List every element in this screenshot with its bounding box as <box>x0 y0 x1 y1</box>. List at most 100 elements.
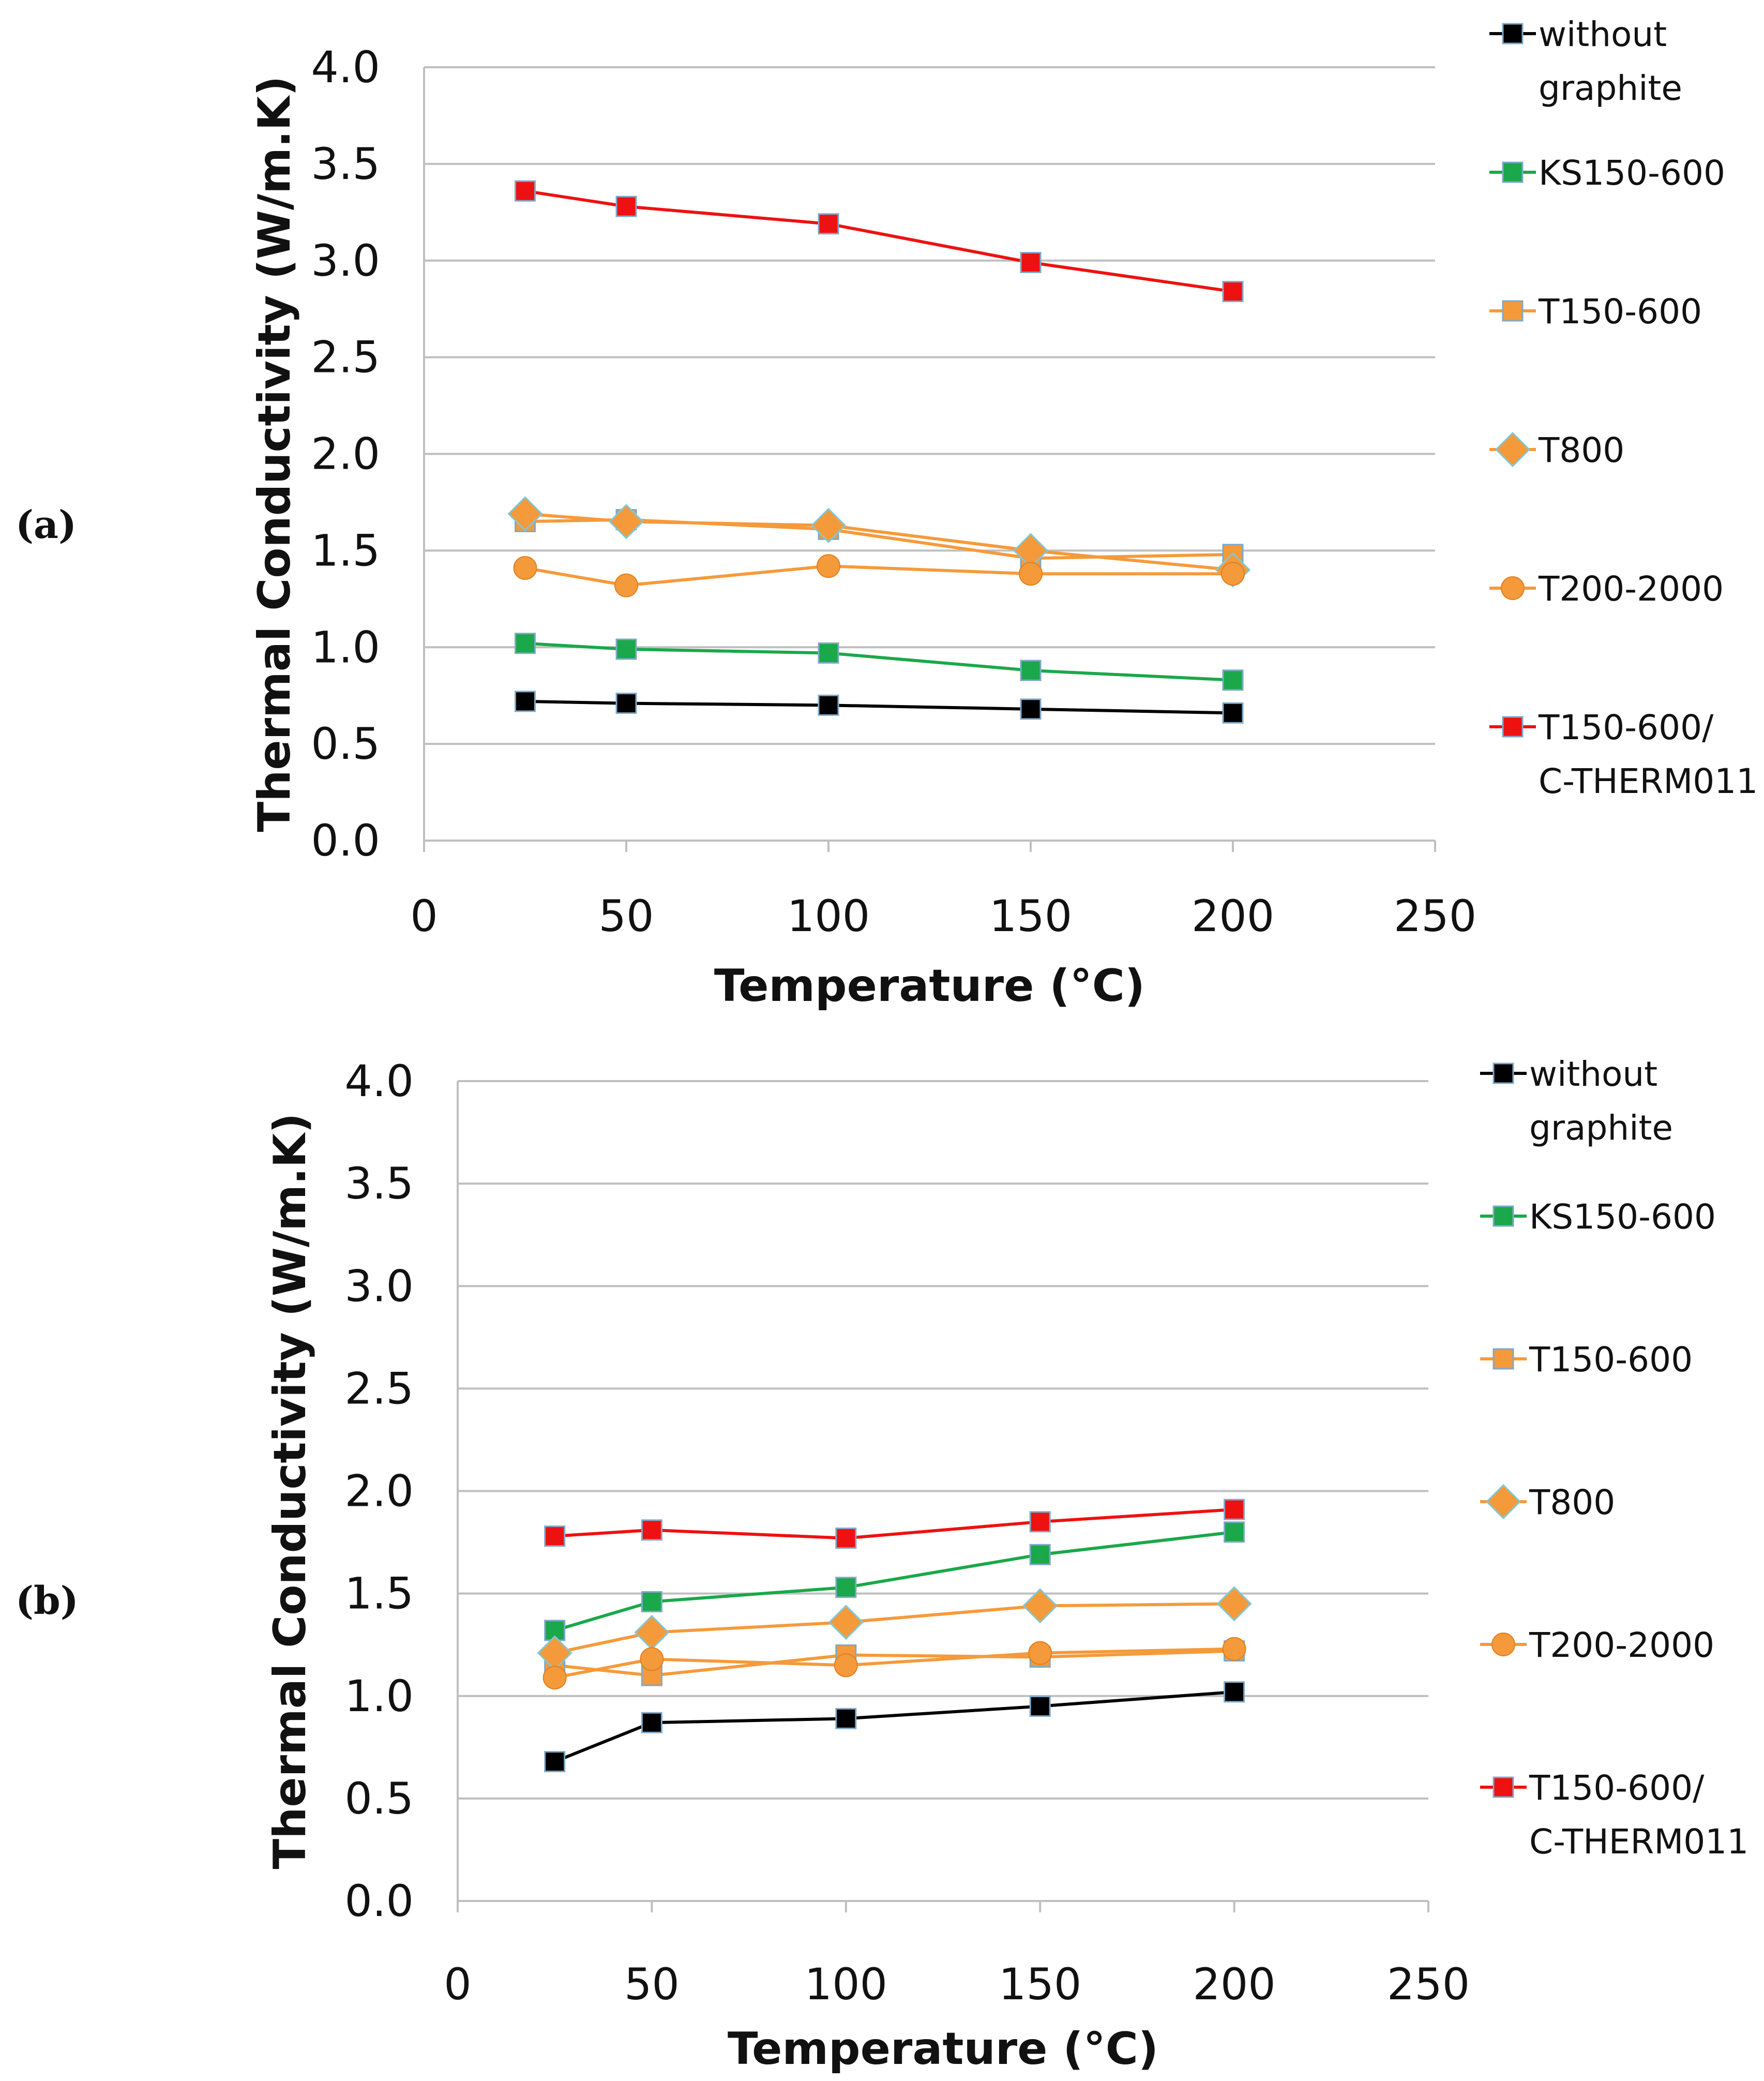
series-without-graphite-point-3 <box>1020 698 1042 720</box>
series-without-graphite-point-3 <box>1029 1696 1051 1717</box>
y-tick-label: 1.0 <box>344 1671 414 1721</box>
legend-item-t150-600-c-therm011-label: C-THERM011 <box>1539 761 1758 801</box>
legend-item-t150-600-label: T150-600 <box>1529 1340 1693 1380</box>
y-tick-label: 2.0 <box>311 429 380 480</box>
series-ks150-600-point-2 <box>818 642 839 664</box>
legend-item-t150-600-label: T150-600 <box>1538 292 1702 332</box>
series-t800-point-4 <box>1216 1586 1252 1622</box>
series-t800 <box>537 1586 1252 1671</box>
series-t150-600-c-therm011-point-0 <box>544 1525 566 1547</box>
legend-item-t150-600-swatch-point-0 <box>1492 1348 1514 1370</box>
y-tick-label: 0.5 <box>311 718 380 769</box>
series-t800-point-2 <box>810 507 847 543</box>
series-t200-2000 <box>542 1637 1246 1690</box>
series-without-graphite-point-4 <box>1224 1681 1245 1703</box>
y-tick-label: 1.5 <box>344 1568 414 1619</box>
series-ks150-600-point-1 <box>641 1591 662 1612</box>
x-tick-label: 0 <box>444 1959 471 2010</box>
legend-item-t150-600-c-therm011-swatch-point-0 <box>1492 1776 1514 1798</box>
series-without-graphite-point-0 <box>544 1751 566 1773</box>
legend-item-t200-2000-label: T200-2000 <box>1529 1625 1714 1665</box>
legend-item-ks150-600-label: KS150-600 <box>1539 153 1725 193</box>
series-t200-2000-point-4 <box>1221 562 1245 586</box>
x-axis-title: Temperature (°C) <box>728 2023 1158 2075</box>
legend-item-without-graphite-swatch-point-0 <box>1492 1062 1514 1084</box>
series-t200-2000 <box>513 554 1245 597</box>
x-tick-label: 150 <box>999 1959 1081 2010</box>
series-t150-600-c-therm011 <box>544 1499 1245 1549</box>
y-axis-title: Thermal Conductivity (W/m.K) <box>249 76 300 832</box>
x-axis-title: Temperature (°C) <box>714 960 1145 1012</box>
legend-item-t150-600: T150-600 <box>1480 1340 1693 1380</box>
series-t200-2000-point-2 <box>834 1653 858 1678</box>
series-ks150-600 <box>544 1521 1245 1641</box>
series-t150-600-c-therm011-point-4 <box>1224 1499 1245 1520</box>
panel-label: (b) <box>16 1579 79 1623</box>
panel-a: 0.0 0.5 1.0 1.5 2.0 2.5 3.0 3.5 4.0 0 50 100 150 200 2… <box>16 14 1758 1012</box>
series-ks150-600 <box>515 633 1244 691</box>
series-ks150-600-point-4 <box>1222 669 1244 691</box>
y-tick-label: 3.5 <box>311 139 380 189</box>
y-tick-label: 0.0 <box>344 1876 414 1926</box>
y-tick-label: 4.0 <box>311 42 380 93</box>
series-ks150-600-point-0 <box>515 633 536 654</box>
series-ks150-600-point-3 <box>1029 1544 1051 1565</box>
x-tick-label: 250 <box>1394 891 1476 941</box>
legend-item-without-graphite: without graphite <box>1480 1054 1673 1148</box>
y-tick-label: 0.0 <box>311 815 380 866</box>
series-t150-600-c-therm011-point-4 <box>1222 281 1244 303</box>
y-tick-label: 1.0 <box>311 622 380 672</box>
series-without-graphite-point-0 <box>515 691 536 712</box>
series-t200-2000-point-1 <box>614 573 638 597</box>
series-t200-2000-point-1 <box>640 1647 664 1671</box>
y-tick-label: 3.0 <box>344 1261 414 1311</box>
series-without-graphite-point-2 <box>818 694 839 716</box>
series-ks150-600-point-3 <box>1020 660 1042 681</box>
legend-item-t150-600-c-therm011-label: C-THERM011 <box>1529 1822 1748 1862</box>
series-t200-2000-point-0 <box>542 1666 567 1690</box>
legend-item-t800: T800 <box>1489 430 1624 470</box>
legend: without graphite KS150-600 T150-600 T800 T200… <box>1480 1054 1748 1862</box>
legend-item-ks150-600-swatch-point-0 <box>1502 161 1524 183</box>
y-tick-label: 3.0 <box>311 235 380 286</box>
x-tick-label: 100 <box>787 891 870 941</box>
legend-item-t150-600-c-therm011-swatch-point-0 <box>1502 716 1524 738</box>
y-axis-title: Thermal Conductivity (W/m.K) <box>264 1113 316 1869</box>
legend-item-without-graphite-label: without <box>1529 1054 1657 1094</box>
series-t800-point-2 <box>828 1604 864 1640</box>
legend-item-t150-600-c-therm011-label: T150-600/ <box>1538 708 1714 747</box>
series-t150-600-c-therm011-point-3 <box>1029 1511 1051 1533</box>
legend-item-t150-600-c-therm011: T150-600/C-THERM011 <box>1480 1768 1748 1862</box>
legend-item-without-graphite: without graphite <box>1489 14 1682 108</box>
legend-item-ks150-600-swatch-point-0 <box>1492 1205 1514 1227</box>
legend-item-t800-label: T800 <box>1529 1483 1615 1522</box>
legend-item-t800-swatch-point-0 <box>1485 1484 1521 1520</box>
y-tick-label: 1.5 <box>311 525 380 576</box>
legend-item-t200-2000-swatch-point-0 <box>1501 576 1525 600</box>
series-t800-point-0 <box>507 496 543 532</box>
series-ks150-600-point-2 <box>835 1577 857 1598</box>
series-t800-point-3 <box>1022 1588 1058 1624</box>
series-ks150-600-point-4 <box>1224 1521 1245 1543</box>
series-t150-600-c-therm011-point-2 <box>835 1528 857 1549</box>
series-without-graphite <box>544 1681 1245 1773</box>
series-t150-600-c-therm011-point-2 <box>818 213 839 235</box>
series-t150-600-c-therm011-point-1 <box>615 196 637 217</box>
series-t200-2000-point-2 <box>817 554 840 578</box>
series-without-graphite-point-1 <box>641 1712 662 1733</box>
legend-item-t150-600: T150-600 <box>1489 292 1702 332</box>
series-t150-600-c-therm011-point-0 <box>515 180 536 202</box>
x-tick-label: 200 <box>1193 1959 1275 2010</box>
legend-item-without-graphite-label: graphite <box>1529 1108 1673 1148</box>
x-tick-label: 100 <box>805 1959 887 2010</box>
legend-item-t150-600-c-therm011: T150-600/C-THERM011 <box>1489 708 1758 801</box>
series-without-graphite <box>515 691 1244 724</box>
legend-item-t200-2000-swatch-point-0 <box>1491 1633 1515 1656</box>
legend-item-ks150-600-label: KS150-600 <box>1529 1197 1716 1237</box>
series-t800 <box>507 496 1251 588</box>
legend-item-t150-600-swatch-point-0 <box>1502 300 1524 322</box>
y-tick-label: 2.5 <box>344 1363 414 1414</box>
series-t800-point-1 <box>608 504 644 540</box>
series-t200-2000-point-3 <box>1019 562 1043 586</box>
